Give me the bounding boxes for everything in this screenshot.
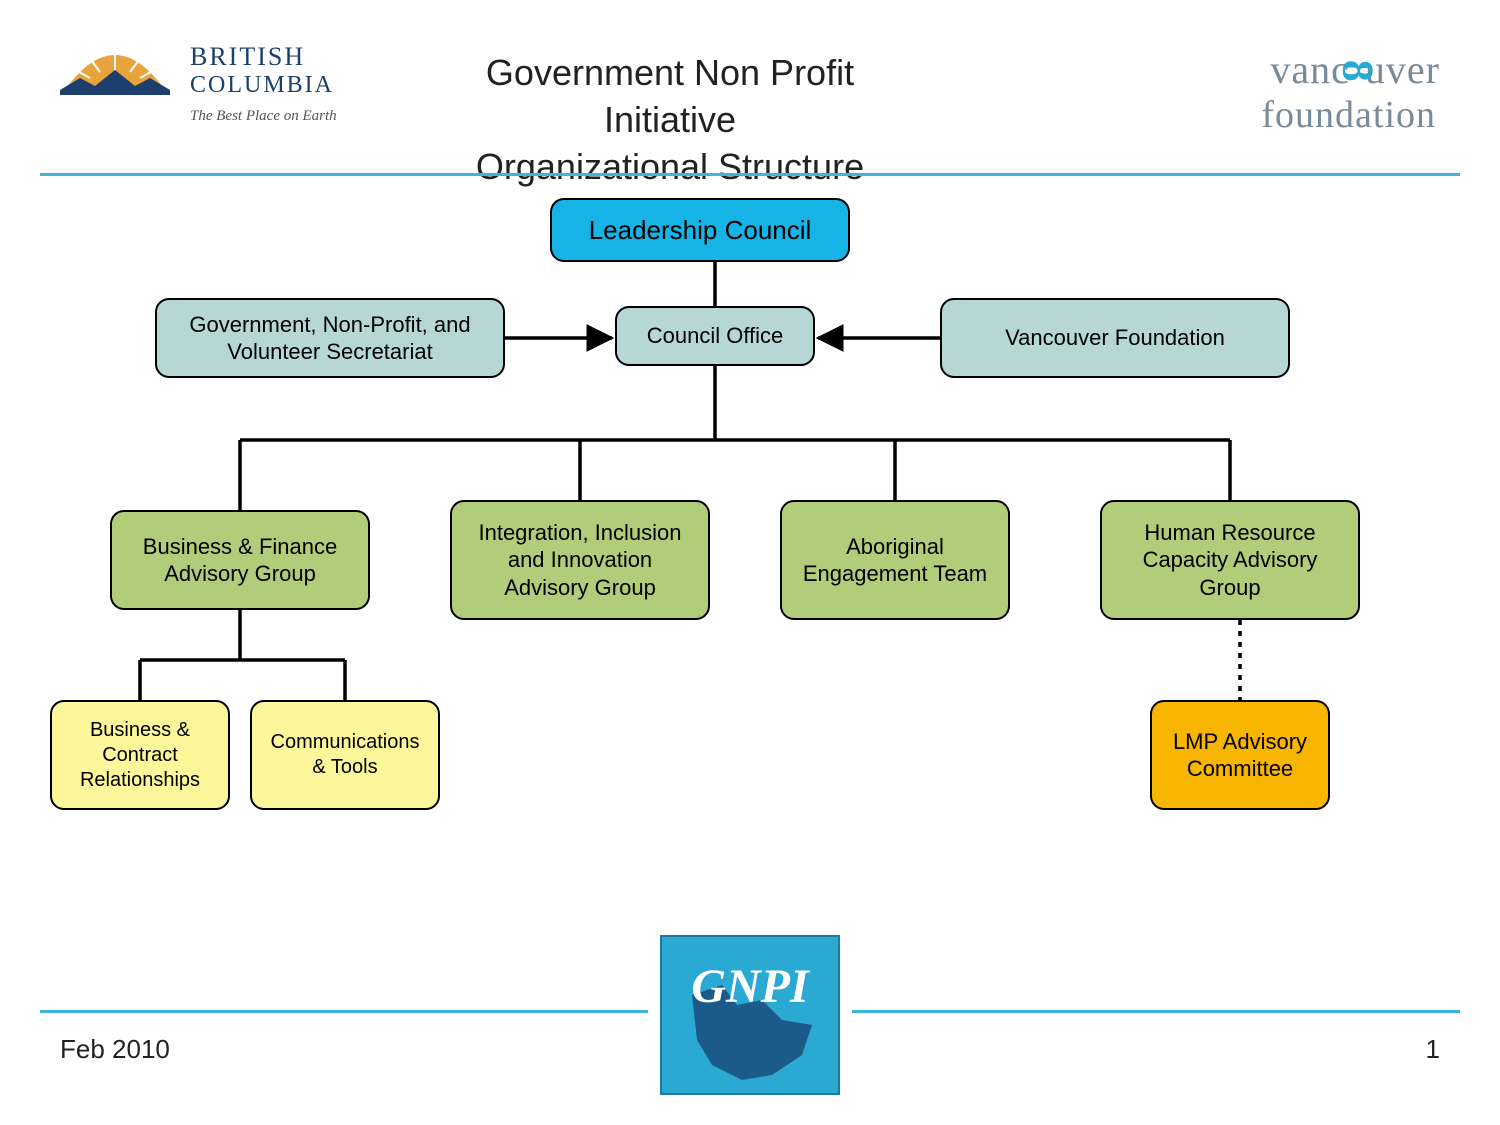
footer-date: Feb 2010: [60, 1034, 170, 1065]
title-line1: Government Non Profit Initiative: [420, 50, 920, 144]
org-node-hrcag: Human Resource Capacity Advisory Group: [1100, 500, 1360, 620]
slide-header: BRITISH COLUMBIA The Best Place on Earth…: [0, 30, 1500, 170]
bc-logo-text: BRITISH COLUMBIA: [190, 42, 334, 99]
org-node-leadership: Leadership Council: [550, 198, 850, 262]
org-node-bcr: Business & Contract Relationships: [50, 700, 230, 810]
org-node-gov_sec: Government, Non-Profit, and Volunteer Se…: [155, 298, 505, 378]
vf-logo-line2: foundation: [1261, 93, 1440, 137]
bc-sun-icon: [60, 40, 170, 95]
vf-infinity-icon: 8: [1344, 60, 1370, 83]
vancouver-foundation-logo: vanc8uver foundation: [1261, 46, 1440, 137]
footer-rule-right: [852, 1010, 1460, 1013]
org-node-council_off: Council Office: [615, 306, 815, 366]
gnpi-logo-text: GNPI: [691, 959, 808, 1014]
bc-logo-line1: BRITISH: [190, 42, 334, 72]
org-node-lmp: LMP Advisory Committee: [1150, 700, 1330, 810]
org-node-iiiag: Integration, Inclusion and Innovation Ad…: [450, 500, 710, 620]
footer-rule-left: [40, 1010, 648, 1013]
vf-logo-line1: vanc8uver: [1261, 46, 1440, 93]
footer-page-number: 1: [1426, 1034, 1440, 1065]
gnpi-logo: GNPI: [660, 935, 840, 1095]
slide-title: Government Non Profit Initiative Organiz…: [420, 50, 920, 190]
bc-logo-line2: COLUMBIA: [190, 72, 334, 99]
org-node-aet: Aboriginal Engagement Team: [780, 500, 1010, 620]
org-node-comm: Communications & Tools: [250, 700, 440, 810]
org-chart: Leadership Council Government, Non-Profit…: [0, 180, 1500, 940]
org-node-bfag: Business & Finance Advisory Group: [110, 510, 370, 610]
bc-logo-tagline: The Best Place on Earth: [190, 108, 337, 125]
header-rule: [40, 173, 1460, 176]
org-node-vf: Vancouver Foundation: [940, 298, 1290, 378]
